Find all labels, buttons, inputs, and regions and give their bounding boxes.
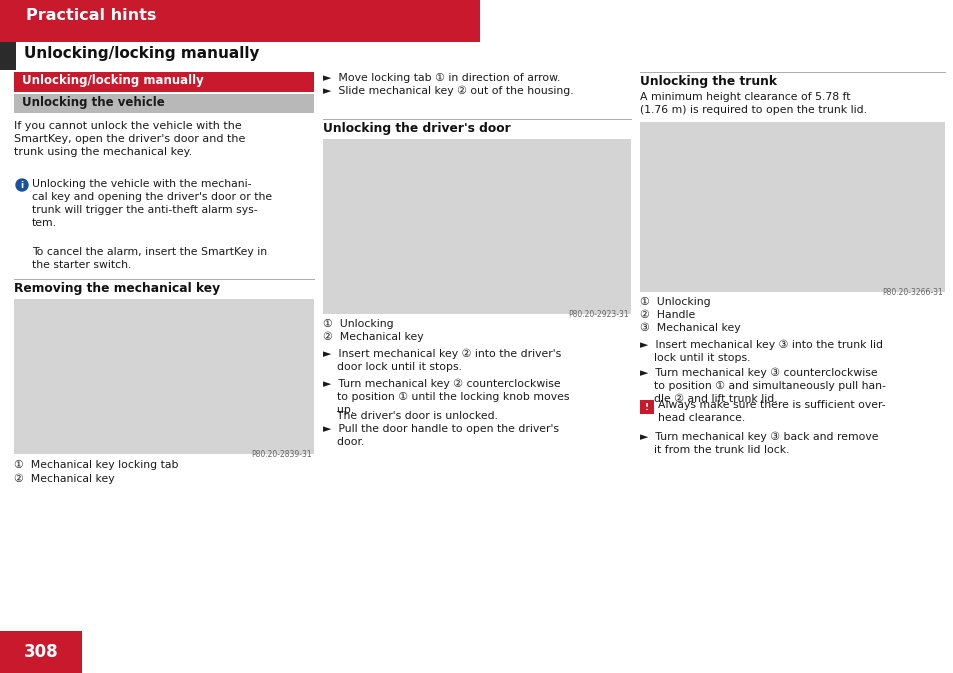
- Text: Unlocking the trunk: Unlocking the trunk: [639, 75, 776, 88]
- Text: ►  Turn mechanical key ③ back and remove
    it from the trunk lid lock.: ► Turn mechanical key ③ back and remove …: [639, 432, 878, 456]
- Text: ③  Mechanical key: ③ Mechanical key: [639, 323, 740, 333]
- Text: ①  Unlocking: ① Unlocking: [639, 297, 710, 307]
- Bar: [0, 42, 16, 70]
- Text: ►  Insert mechanical key ② into the driver's
    door lock until it stops.: ► Insert mechanical key ② into the drive…: [323, 349, 560, 372]
- Text: ►  Pull the door handle to open the driver's
    door.: ► Pull the door handle to open the drive…: [323, 424, 558, 447]
- Bar: [0, 0, 479, 42]
- Text: Always make sure there is sufficient over-
head clearance.: Always make sure there is sufficient ove…: [658, 400, 884, 423]
- Bar: [323, 139, 630, 314]
- Text: Unlocking the vehicle: Unlocking the vehicle: [22, 96, 165, 109]
- Text: P80.20-3266-31: P80.20-3266-31: [882, 288, 942, 297]
- Text: Unlocking the vehicle with the mechani-
cal key and opening the driver's door or: Unlocking the vehicle with the mechani- …: [32, 179, 272, 228]
- Text: P80.20-2839-31: P80.20-2839-31: [251, 450, 312, 459]
- Text: 308: 308: [24, 643, 58, 661]
- Text: ②  Mechanical key: ② Mechanical key: [323, 332, 423, 343]
- Text: If you cannot unlock the vehicle with the
SmartKey, open the driver's door and t: If you cannot unlock the vehicle with th…: [14, 121, 245, 157]
- Text: A minimum height clearance of 5.78 ft
(1.76 m) is required to open the trunk lid: A minimum height clearance of 5.78 ft (1…: [639, 92, 866, 115]
- Text: ►  Turn mechanical key ② counterclockwise
    to position ① until the locking kn: ► Turn mechanical key ② counterclockwise…: [323, 379, 569, 415]
- Circle shape: [16, 179, 28, 191]
- Text: P80.20-2923-31: P80.20-2923-31: [568, 310, 628, 319]
- Bar: [14, 72, 314, 92]
- Text: ►  Slide mechanical key ② out of the housing.: ► Slide mechanical key ② out of the hous…: [323, 86, 573, 96]
- Bar: [639, 122, 944, 292]
- Text: ►  Turn mechanical key ③ counterclockwise
    to position ① and simultaneously p: ► Turn mechanical key ③ counterclockwise…: [639, 368, 885, 404]
- Text: ②  Mechanical key: ② Mechanical key: [14, 474, 114, 485]
- Text: Removing the mechanical key: Removing the mechanical key: [14, 282, 220, 295]
- Bar: [14, 94, 314, 113]
- Text: i: i: [20, 180, 24, 190]
- Text: ►  Move locking tab ① in direction of arrow.: ► Move locking tab ① in direction of arr…: [323, 73, 559, 83]
- Text: Unlocking/locking manually: Unlocking/locking manually: [24, 46, 259, 61]
- Bar: [14, 299, 314, 454]
- Text: Unlocking the driver's door: Unlocking the driver's door: [323, 122, 510, 135]
- Bar: [639, 400, 654, 414]
- Text: ①  Mechanical key locking tab: ① Mechanical key locking tab: [14, 460, 178, 470]
- Text: The driver's door is unlocked.: The driver's door is unlocked.: [323, 411, 497, 421]
- Text: To cancel the alarm, insert the SmartKey in
the starter switch.: To cancel the alarm, insert the SmartKey…: [32, 247, 267, 270]
- Text: !: !: [644, 402, 648, 411]
- Text: Practical hints: Practical hints: [26, 8, 156, 23]
- Text: ►  Insert mechanical key ③ into the trunk lid
    lock until it stops.: ► Insert mechanical key ③ into the trunk…: [639, 340, 882, 363]
- Text: ②  Handle: ② Handle: [639, 310, 695, 320]
- Bar: [0, 631, 82, 673]
- Text: Unlocking/locking manually: Unlocking/locking manually: [22, 74, 204, 87]
- Text: ①  Unlocking: ① Unlocking: [323, 319, 394, 329]
